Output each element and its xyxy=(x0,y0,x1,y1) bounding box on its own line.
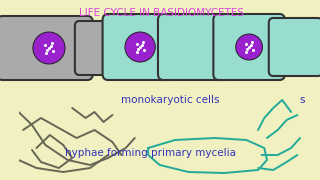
Text: s: s xyxy=(299,95,305,105)
FancyBboxPatch shape xyxy=(0,16,93,80)
FancyBboxPatch shape xyxy=(103,14,174,80)
FancyBboxPatch shape xyxy=(158,14,229,80)
Ellipse shape xyxy=(33,32,65,64)
Text: monokaryotic cells: monokaryotic cells xyxy=(121,95,220,105)
FancyBboxPatch shape xyxy=(75,21,120,75)
FancyBboxPatch shape xyxy=(269,18,320,76)
FancyBboxPatch shape xyxy=(213,14,285,80)
Text: hyphae forming primary mycelia: hyphae forming primary mycelia xyxy=(65,148,236,158)
Ellipse shape xyxy=(236,34,262,60)
Text: LIFE CYCLE IN BASIDIOMYCETES: LIFE CYCLE IN BASIDIOMYCETES xyxy=(79,8,244,18)
Ellipse shape xyxy=(125,32,155,62)
